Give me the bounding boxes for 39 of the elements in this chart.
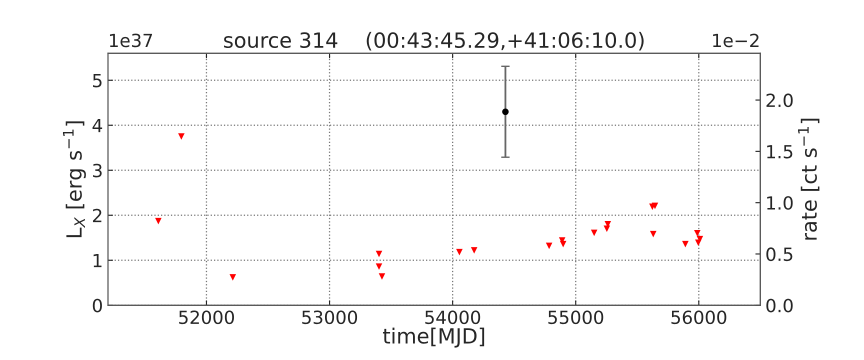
y2-tick-label: 0.5 [766,247,792,262]
point [378,273,386,280]
x-tick-label: 55000 [548,310,604,324]
point [470,247,478,254]
text: 1e−2 [713,34,759,48]
y-tick-label: 1 [94,254,102,268]
point [155,218,162,224]
x-tick-label: 53000 [302,310,358,324]
y2-tick-label: 1.0 [767,196,793,210]
point [650,230,656,238]
y2-axis-title: rate [ct s$^{−1}$] [798,118,820,240]
y-axis-title: L$_{X}$ [erg s$^{−1}$] [62,121,86,238]
point [590,230,598,236]
point [376,250,382,258]
point [694,230,701,237]
x-axis-title: time[MJD] [382,328,484,348]
point [682,240,689,248]
point [376,263,382,270]
x-tick-label: 54000 [425,310,480,324]
y2-tick-label: 1.5 [767,145,792,158]
y-tick-label: 2 [92,208,102,222]
point [178,133,185,140]
point [230,274,236,281]
point [546,242,552,250]
y2-tick-label: 0.0 [766,298,793,312]
point [502,108,509,116]
point [696,236,704,242]
point [456,248,463,256]
y-tick-label: 4 [92,118,102,132]
x-tick-label: 52000 [179,310,234,324]
point [560,240,566,248]
x-tick-label: 56000 [671,310,726,324]
text: 1e37 [110,34,152,48]
chart-title: source 314 (00:43:45.29,+41:06:10.0) [224,32,644,50]
y-tick-label: 3 [93,164,102,178]
y2-tick-label: 2.0 [766,94,793,108]
y-tick-label: 0 [92,298,102,312]
point [652,202,658,210]
y-tick-label: 5 [93,74,102,88]
